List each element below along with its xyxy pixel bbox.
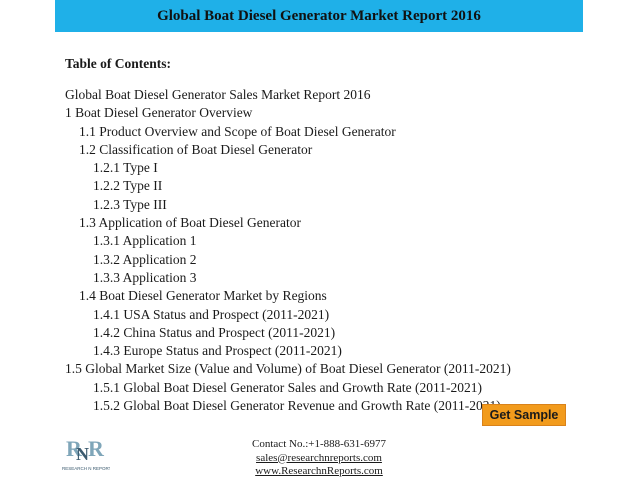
title-bar: Global Boat Diesel Generator Market Repo… xyxy=(55,0,583,32)
table-of-contents: Global Boat Diesel Generator Sales Marke… xyxy=(65,86,625,415)
toc-item: 1.3 Application of Boat Diesel Generator xyxy=(79,215,301,231)
toc-item: 1.5.1 Global Boat Diesel Generator Sales… xyxy=(93,379,483,395)
contact-website-link[interactable]: www.ResearchnReports.com xyxy=(255,465,383,477)
toc-item: 1.4 Boat Diesel Generator Market by Regi… xyxy=(79,288,327,304)
logo-letter-r2: R xyxy=(88,436,105,461)
toc-item: 1.5.2 Global Boat Diesel Generator Reven… xyxy=(93,398,501,414)
toc-item: 1.2.1 Type I xyxy=(93,160,158,176)
toc-heading: Table of Contents: xyxy=(65,56,172,71)
logo-letter-r: R xyxy=(66,436,83,461)
toc-item: 1.2.3 Type III xyxy=(93,196,167,212)
toc-item: 1.3.1 Application 1 xyxy=(93,233,197,249)
contact-block: Contact No.:+1-888-631-6977 sales@resear… xyxy=(200,438,438,479)
toc-item: 1.2 Classification of Boat Diesel Genera… xyxy=(79,141,313,157)
contact-email-link[interactable]: sales@researchnreports.com xyxy=(256,451,382,464)
toc-item: 1.4.2 China Status and Prospect (2011-20… xyxy=(93,324,336,340)
research-n-reports-logo: R N R RESEARCH N REPORTS xyxy=(62,434,114,472)
toc-item: 1.4.1 USA Status and Prospect (2011-2021… xyxy=(93,306,330,322)
page-title: Global Boat Diesel Generator Market Repo… xyxy=(157,7,481,24)
toc-item: 1.5 Global Market Size (Value and Volume… xyxy=(65,361,511,377)
logo-caption: RESEARCH N REPORTS xyxy=(62,466,110,471)
toc-item: 1.4.3 Europe Status and Prospect (2011-2… xyxy=(93,343,342,359)
toc-item: Global Boat Diesel Generator Sales Marke… xyxy=(65,87,371,102)
get-sample-button[interactable]: Get Sample xyxy=(482,404,566,426)
toc-item: 1.3.2 Application 2 xyxy=(93,251,197,267)
toc-item: 1.2.2 Type II xyxy=(93,178,163,194)
toc-item: 1.1 Product Overview and Scope of Boat D… xyxy=(79,123,396,139)
contact-phone: Contact No.:+1-888-631-6977 xyxy=(252,438,386,450)
toc-item: 1 Boat Diesel Generator Overview xyxy=(65,105,253,121)
logo-letter-n: N xyxy=(76,444,89,464)
toc-item: 1.3.3 Application 3 xyxy=(93,269,197,285)
